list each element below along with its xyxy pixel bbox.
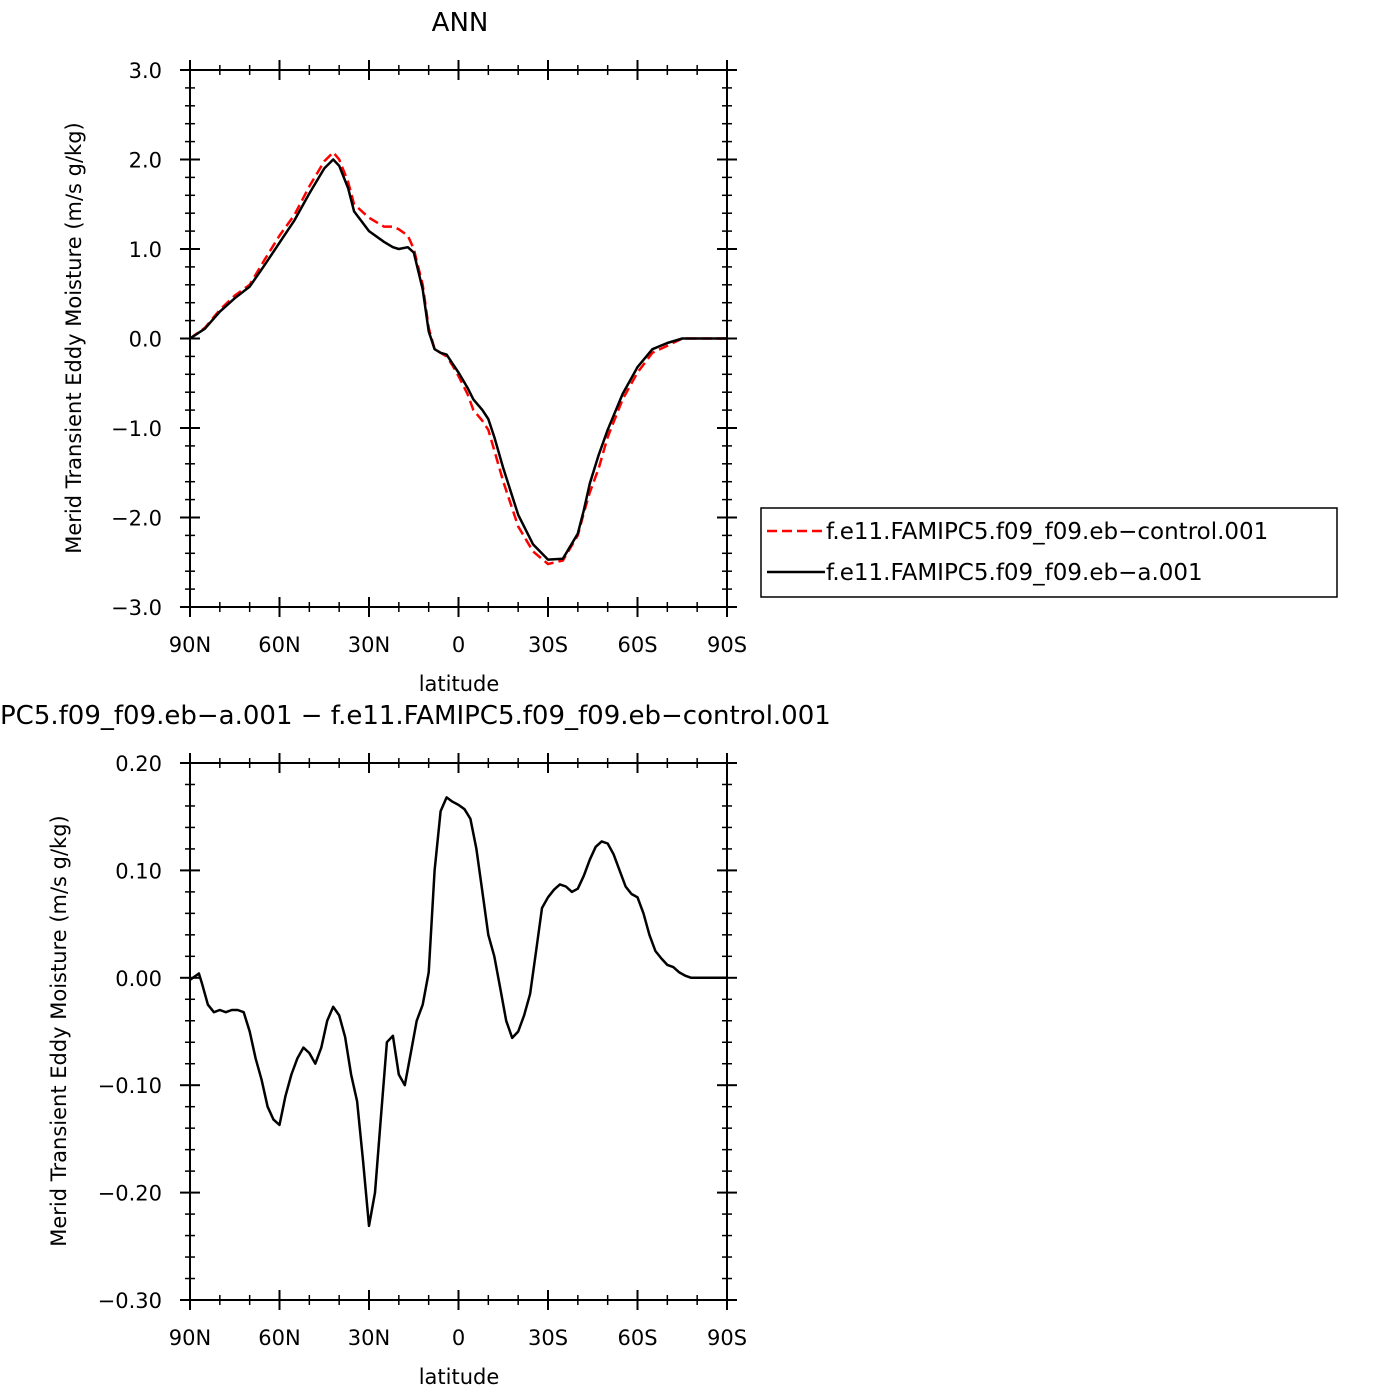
x-tick-label: 90N [169, 633, 211, 657]
x-tick-label: 90S [707, 633, 747, 657]
y-tick-label: −0.20 [98, 1182, 162, 1206]
y-tick-label: 0.0 [129, 328, 162, 352]
top-x-axis-label: latitude [419, 672, 500, 696]
y-tick-label: −0.30 [98, 1289, 162, 1313]
y-tick-label: 1.0 [129, 238, 162, 262]
bottom-ticks-layer: 90N 60N 30N 0 30S 60S 90S 0.20 0.10 0.00 −0.10 −0.2… [98, 752, 747, 1350]
legend-box [760, 507, 1338, 598]
bottom-line-chart: PC5.f09_f09.eb−a.001 − f.e11.FAMIPC5.f09… [0, 701, 831, 1389]
top-plot-frame [189, 69, 728, 608]
y-tick-label: −2.0 [111, 507, 162, 531]
x-tick-label: 90S [707, 1326, 747, 1350]
bottom-y-axis-label: Merid Transient Eddy Moisture (m/s g/kg) [47, 815, 71, 1247]
x-tick-label: 0 [452, 633, 465, 657]
x-tick-label: 30S [528, 633, 568, 657]
y-tick-label: 0.10 [115, 859, 162, 883]
series-line-2 [189, 158, 727, 561]
x-tick-label: 60S [617, 633, 657, 657]
y-tick-label: 3.0 [129, 59, 162, 83]
series-line-1 [189, 796, 727, 1228]
series-line-1 [189, 151, 727, 566]
x-tick-label: 30N [348, 633, 390, 657]
top-y-axis-label: Merid Transient Eddy Moisture (m/s g/kg) [62, 122, 86, 554]
y-tick-label: 0.00 [115, 967, 162, 991]
y-tick-label: 2.0 [129, 149, 162, 173]
bottom-x-axis-label: latitude [419, 1365, 500, 1389]
x-tick-label: 0 [452, 1326, 465, 1350]
legend-label-a: f.e11.FAMIPC5.f09_f09.eb−a.001 [826, 560, 1203, 586]
bottom-plot-frame [189, 762, 728, 1301]
top-ticks-layer: 90N 60N 30N 0 30S 60S 90S 3.0 2.0 1.0 0.0 −1.0 −2.0 −… [111, 59, 747, 657]
x-tick-label: 60S [617, 1326, 657, 1350]
x-tick-label: 60N [258, 1326, 300, 1350]
x-tick-label: 60N [258, 633, 300, 657]
top-chart-title: ANN [432, 8, 489, 38]
legend-label-control: f.e11.FAMIPC5.f09_f09.eb−control.001 [826, 519, 1268, 545]
y-tick-label: −3.0 [111, 596, 162, 620]
x-tick-label: 30N [348, 1326, 390, 1350]
top-legend: f.e11.FAMIPC5.f09_f09.eb−control.001 f.e… [760, 507, 1338, 598]
bottom-series-layer [189, 796, 727, 1228]
bottom-chart-title: PC5.f09_f09.eb−a.001 − f.e11.FAMIPC5.f09… [0, 701, 831, 731]
top-line-chart: ANN 90N 60N 30N 0 30S 60S 90S 3.0 2.0 1.0 0.0 −1.0 −… [62, 8, 1338, 696]
x-tick-label: 30S [528, 1326, 568, 1350]
y-tick-label: −0.10 [98, 1074, 162, 1098]
y-tick-label: 0.20 [115, 752, 162, 776]
y-tick-label: −1.0 [111, 417, 162, 441]
top-series-layer [189, 151, 727, 566]
x-tick-label: 90N [169, 1326, 211, 1350]
